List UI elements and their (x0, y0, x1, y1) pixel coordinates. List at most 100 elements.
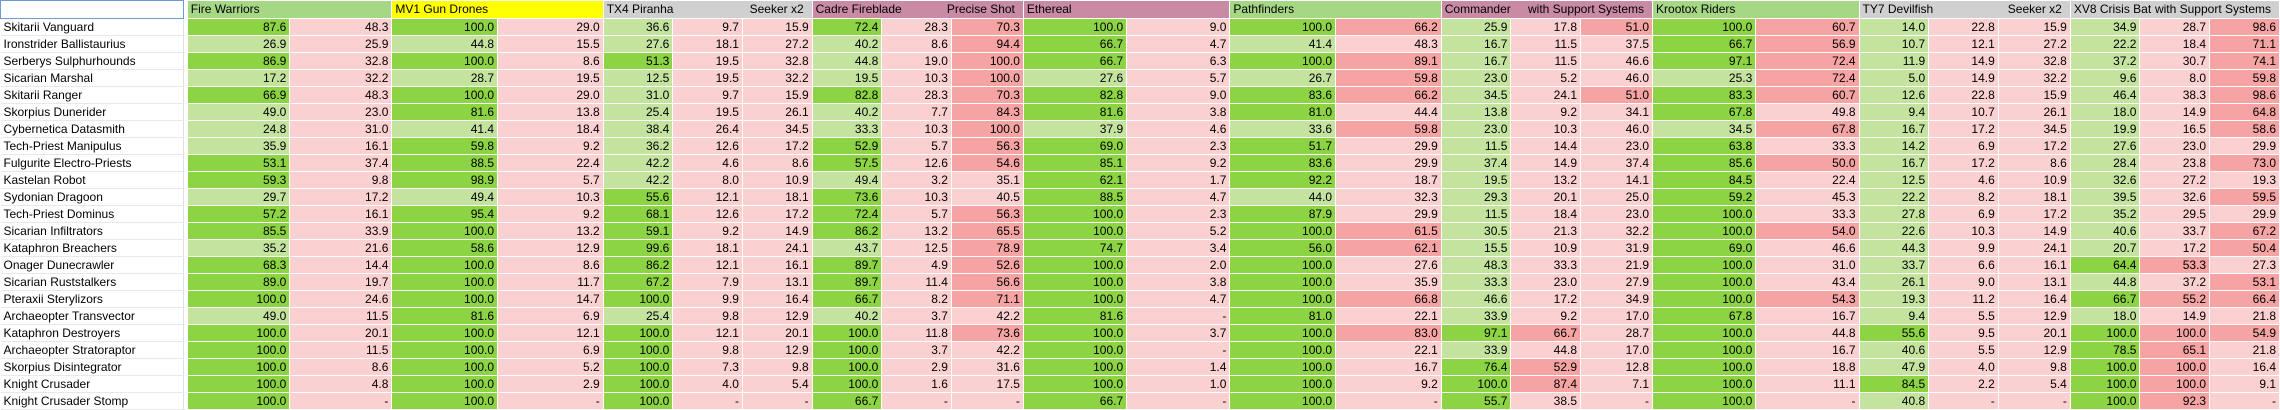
damage-percent-cell[interactable]: 5.4 (1998, 375, 2071, 393)
damage-percent-cell[interactable]: 34.1 (1580, 103, 1654, 121)
damage-percent-cell[interactable]: 53.1 (2209, 273, 2280, 291)
damage-percent-cell[interactable]: 31.6 (951, 358, 1024, 376)
table-row[interactable]: Sicarian Ruststalkers 89.0 19.7 100.0 11.7 67… (0, 273, 2280, 291)
hit-percent-cell[interactable]: 100.0 (1229, 324, 1337, 342)
damage-percent-cell[interactable]: 13.1 (1998, 273, 2071, 291)
damage-percent-cell[interactable]: 59.8 (1335, 69, 1442, 87)
hit-percent-cell[interactable]: 100.0 (187, 324, 291, 342)
damage-percent-cell[interactable]: 8.2 (881, 290, 952, 308)
damage-percent-cell[interactable]: 31.0 (289, 120, 393, 138)
damage-percent-cell[interactable]: 18.7 (1335, 171, 1442, 189)
damage-percent-cell[interactable]: 5.7 (1126, 69, 1231, 87)
damage-percent-cell[interactable]: 4.0 (672, 375, 743, 393)
hit-percent-cell[interactable]: 97.1 (1652, 52, 1757, 70)
hit-percent-cell[interactable]: 33.3 (812, 120, 883, 138)
hit-percent-cell[interactable]: 100.0 (1229, 358, 1337, 376)
damage-percent-cell[interactable]: 72.4 (1755, 69, 1860, 87)
column-group-header[interactable]: XV8 Crisis Bat with Support Systems (2070, 0, 2280, 19)
damage-percent-cell[interactable]: 8.2 (1928, 188, 1999, 206)
hit-percent-cell[interactable]: 23.0 (1441, 69, 1512, 87)
table-row[interactable]: Skitarii Ranger 66.9 48.3 100.0 29.0 31.0 9.7 1… (0, 86, 2280, 104)
damage-percent-cell[interactable]: 33.9 (289, 222, 393, 240)
hit-percent-cell[interactable]: 62.1 (1023, 171, 1128, 189)
damage-percent-cell[interactable]: 12.8 (1580, 358, 1654, 376)
hit-percent-cell[interactable]: 81.0 (1229, 103, 1337, 121)
damage-percent-cell[interactable]: 10.3 (881, 188, 952, 206)
hit-percent-cell[interactable]: 33.7 (1859, 256, 1930, 274)
hit-percent-cell[interactable]: 87.9 (1229, 205, 1337, 223)
hit-percent-cell[interactable]: 33.9 (1441, 307, 1512, 325)
damage-percent-cell[interactable]: - (1928, 392, 1999, 410)
damage-percent-cell[interactable]: 18.1 (672, 239, 743, 257)
damage-percent-cell[interactable]: 2.3 (1126, 137, 1231, 155)
damage-percent-cell[interactable]: 15.9 (742, 86, 813, 104)
damage-percent-cell[interactable]: 31.0 (1755, 256, 1860, 274)
hit-percent-cell[interactable]: 100.0 (1023, 222, 1128, 240)
damage-percent-cell[interactable]: 2.9 (881, 358, 952, 376)
hit-percent-cell[interactable]: 27.8 (1859, 205, 1930, 223)
hit-percent-cell[interactable]: 100.0 (1229, 222, 1337, 240)
hit-percent-cell[interactable]: 9.4 (1859, 307, 1930, 325)
damage-percent-cell[interactable]: 23.0 (1580, 137, 1654, 155)
damage-percent-cell[interactable]: 56.3 (951, 205, 1024, 223)
damage-percent-cell[interactable]: 21.8 (2209, 307, 2280, 325)
table-row[interactable]: Serberys Sulphurhounds 86.9 32.8 100.0 8.6 51… (0, 52, 2280, 70)
damage-percent-cell[interactable]: 33.7 (2139, 222, 2211, 240)
hit-percent-cell[interactable]: 35.2 (187, 239, 291, 257)
hit-percent-cell[interactable]: 26.7 (1229, 69, 1337, 87)
damage-percent-cell[interactable]: 27.2 (1998, 35, 2071, 53)
damage-percent-cell[interactable]: 54.0 (1755, 222, 1860, 240)
damage-percent-cell[interactable]: 27.3 (2209, 256, 2280, 274)
hit-percent-cell[interactable]: 100.0 (391, 256, 499, 274)
damage-percent-cell[interactable]: 17.2 (1510, 290, 1581, 308)
table-row[interactable]: Tech-Priest Manipulus 35.9 16.1 59.8 9.2 36.2… (0, 137, 2280, 155)
hit-percent-cell[interactable]: 100.0 (1023, 256, 1128, 274)
hit-percent-cell[interactable]: 100.0 (391, 18, 499, 36)
hit-percent-cell[interactable]: 13.8 (1441, 103, 1512, 121)
hit-percent-cell[interactable]: 19.3 (1859, 290, 1930, 308)
unit-name[interactable]: Skitarii Vanguard (0, 18, 184, 36)
hit-percent-cell[interactable]: 100.0 (603, 290, 674, 308)
damage-percent-cell[interactable]: 4.7 (1126, 35, 1231, 53)
damage-percent-cell[interactable]: - (951, 392, 1024, 410)
hit-percent-cell[interactable]: 19.9 (2070, 120, 2141, 138)
damage-percent-cell[interactable]: - (1755, 392, 1860, 410)
damage-percent-cell[interactable]: 24.1 (1998, 239, 2071, 257)
hit-percent-cell[interactable]: 66.7 (1023, 35, 1128, 53)
hit-percent-cell[interactable]: 19.5 (1441, 171, 1512, 189)
hit-percent-cell[interactable]: 73.6 (812, 188, 883, 206)
damage-percent-cell[interactable]: 32.8 (1998, 52, 2071, 70)
hit-percent-cell[interactable]: 51.7 (1229, 137, 1337, 155)
damage-percent-cell[interactable]: 9.8 (672, 307, 743, 325)
hit-percent-cell[interactable]: 72.4 (812, 205, 883, 223)
damage-percent-cell[interactable]: 46.0 (1580, 69, 1654, 87)
hit-percent-cell[interactable]: 33.9 (1441, 341, 1512, 359)
hit-percent-cell[interactable]: 34.5 (1441, 86, 1512, 104)
damage-percent-cell[interactable]: 12.6 (672, 205, 743, 223)
damage-percent-cell[interactable]: 21.3 (1510, 222, 1581, 240)
table-row[interactable]: Skorpius Disintegrator 100.0 8.6 100.0 5.2 10… (0, 358, 2280, 376)
hit-percent-cell[interactable]: 43.7 (812, 239, 883, 257)
table-row[interactable]: Knight Crusader 100.0 4.8 100.0 2.9 100.0 4.0 5… (0, 375, 2280, 393)
damage-percent-cell[interactable]: 5.5 (1928, 307, 1999, 325)
damage-percent-cell[interactable]: 66.8 (1335, 290, 1442, 308)
damage-percent-cell[interactable]: 16.7 (1335, 358, 1442, 376)
damage-percent-cell[interactable]: 21.8 (2209, 341, 2280, 359)
hit-percent-cell[interactable]: 67.8 (1652, 103, 1757, 121)
hit-percent-cell[interactable]: 72.4 (812, 18, 883, 36)
hit-percent-cell[interactable]: 66.7 (1023, 52, 1128, 70)
damage-percent-cell[interactable]: 92.3 (2139, 392, 2211, 410)
damage-percent-cell[interactable]: - (1335, 392, 1442, 410)
damage-percent-cell[interactable]: 89.1 (1335, 52, 1442, 70)
table-row[interactable]: Fulgurite Electro-Priests 53.1 37.4 88.5 22.… (0, 154, 2280, 172)
damage-percent-cell[interactable]: 11.4 (881, 273, 952, 291)
table-row[interactable]: Onager Dunecrawler 68.3 14.4 100.0 8.6 86.2 12… (0, 256, 2280, 274)
hit-percent-cell[interactable]: 40.2 (812, 103, 883, 121)
damage-percent-cell[interactable]: 100.0 (951, 69, 1024, 87)
damage-percent-cell[interactable]: 18.4 (1510, 205, 1581, 223)
column-group-header[interactable]: Ethereal (1023, 0, 1231, 19)
damage-percent-cell[interactable]: 59.5 (2209, 188, 2280, 206)
damage-percent-cell[interactable]: - (742, 392, 813, 410)
hit-percent-cell[interactable]: 9.4 (1859, 103, 1930, 121)
hit-percent-cell[interactable]: 66.7 (812, 290, 883, 308)
